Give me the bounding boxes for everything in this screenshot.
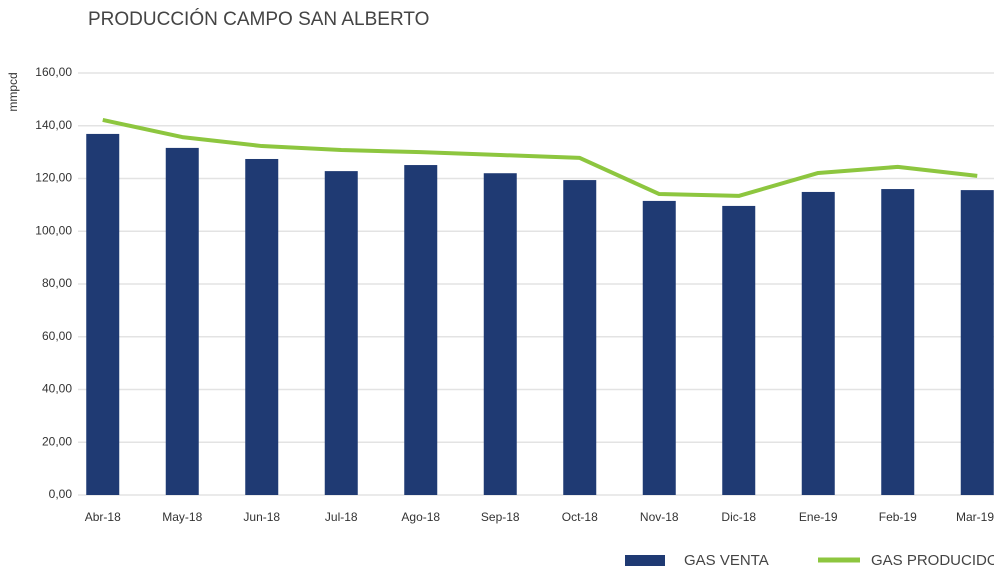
bar [404,165,438,495]
y-tick-label: 20,00 [42,434,72,448]
bar [960,190,994,496]
x-tick-label: Abr-18 [85,510,121,524]
x-tick-label: Ene-19 [799,510,838,524]
x-tick-label: Jun-18 [243,510,280,524]
x-tick-label: Jul-18 [325,510,358,524]
bar [722,205,756,495]
y-axis-label: mmpcd [6,72,20,111]
x-tick-label: Dic-18 [721,510,756,524]
bar [801,191,835,496]
bar [881,189,915,496]
y-tick-label: 40,00 [42,382,72,396]
x-tick-label: Sep-18 [481,510,520,524]
y-tick-label: 160,00 [35,65,72,79]
y-tick-label: 140,00 [35,118,72,132]
x-tick-label: Nov-18 [640,510,679,524]
legend-label: GAS VENTA [684,552,769,569]
bar [642,200,676,495]
y-tick-label: 100,00 [35,223,72,237]
bar [165,147,199,495]
bar [324,171,358,496]
line [102,117,978,198]
x-tick-label: Mar-19 [956,510,994,524]
y-tick-label: 60,00 [42,329,72,343]
x-tick-label: Ago-18 [401,510,440,524]
bar [86,133,120,495]
x-tick-label: May-18 [162,510,202,524]
y-tick-label: 120,00 [35,171,72,185]
legend-swatch [625,555,665,566]
x-tick-label: Oct-18 [562,510,598,524]
y-tick-label: 0,00 [49,487,73,501]
bar [483,173,517,495]
y-tick-label: 80,00 [42,276,72,290]
bar [563,180,597,495]
bar [245,158,279,496]
legend-label: GAS PRODUCIDO [871,552,994,569]
chart-title: PRODUCCIÓN CAMPO SAN ALBERTO [88,8,429,30]
x-tick-label: Feb-19 [879,510,917,524]
